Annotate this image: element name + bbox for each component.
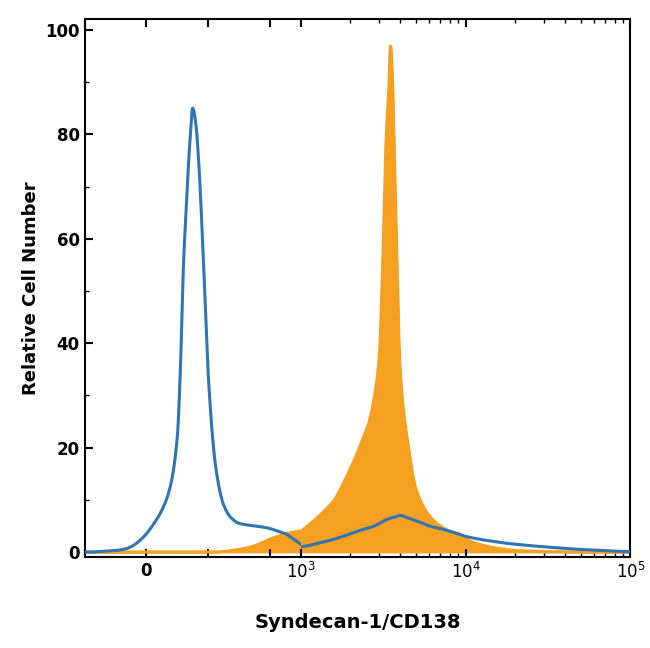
Y-axis label: Relative Cell Number: Relative Cell Number [21,181,40,395]
Text: Syndecan-1/CD138: Syndecan-1/CD138 [254,612,461,632]
